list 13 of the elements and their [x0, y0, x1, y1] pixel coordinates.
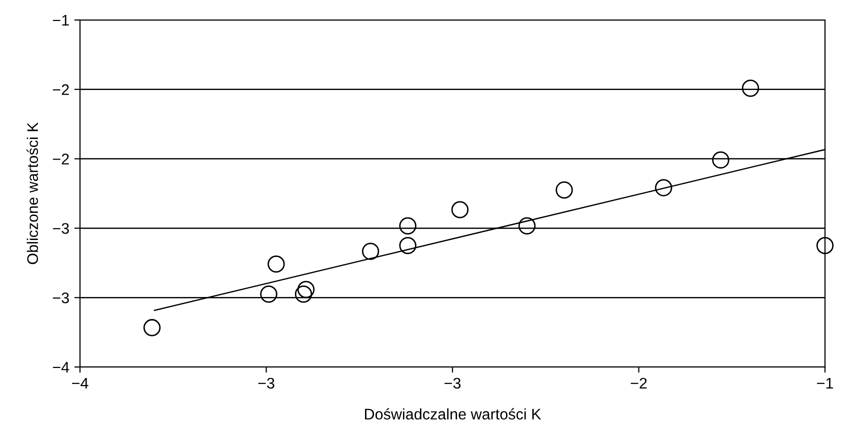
x-tick-label: −4	[72, 378, 88, 388]
x-axis-title: Doświadczalne wartości K	[365, 408, 542, 420]
y-tick-label: −2	[52, 84, 69, 95]
x-tick-label: −1	[817, 378, 833, 388]
x-tick-label: −2	[630, 378, 647, 388]
y-tick-label: −3	[52, 223, 69, 234]
x-tick-label: −3	[444, 378, 461, 389]
y-tick-label: −2	[52, 154, 69, 164]
y-tick-label: −4	[52, 362, 70, 373]
y-axis-title: Obliczone wartości K	[26, 122, 38, 264]
x-tick-label: −3	[258, 378, 274, 389]
y-tick-label: −3	[52, 292, 69, 304]
y-tick-label: −1	[52, 15, 69, 26]
